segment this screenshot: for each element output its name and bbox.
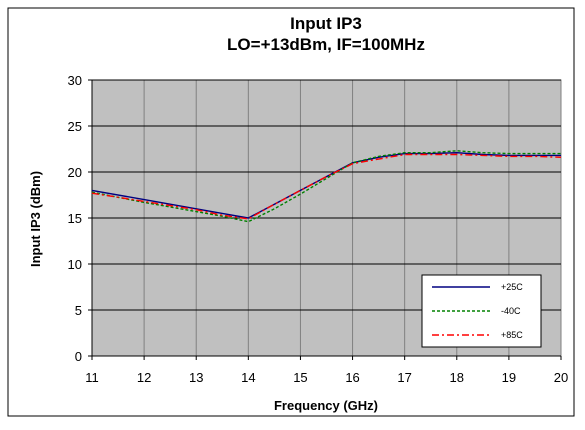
x-tick-label: 20 (554, 370, 568, 385)
x-tick-label: 15 (293, 370, 307, 385)
y-tick-label: 0 (75, 349, 82, 364)
x-tick-label: 19 (502, 370, 516, 385)
x-tick-label: 17 (397, 370, 411, 385)
x-axis-ticks: 11 12 13 14 15 16 17 18 19 20 (85, 356, 568, 385)
x-tick-label: 13 (189, 370, 203, 385)
legend-label: -40C (501, 306, 521, 316)
x-tick-label: 11 (85, 370, 99, 385)
x-tick-label: 18 (450, 370, 464, 385)
series-line (91, 151, 561, 219)
y-tick-label: 20 (68, 165, 82, 180)
series-lines (91, 150, 562, 223)
x-tick-label: 12 (137, 370, 151, 385)
y-axis-ticks: 0 5 10 15 20 25 30 (68, 73, 92, 364)
y-tick-label: 5 (75, 303, 82, 318)
y-tick-label: 30 (68, 73, 82, 88)
legend-label: +25C (501, 282, 523, 292)
y-tick-label: 15 (68, 211, 82, 226)
series-line (91, 153, 562, 220)
x-tick-label: 16 (345, 370, 359, 385)
y-axis-title: Input IP3 (dBm) (28, 171, 43, 267)
y-tick-label: 10 (68, 257, 82, 272)
legend: +25C -40C +85C (421, 274, 542, 348)
chart-title: Input IP3 (290, 14, 362, 33)
x-axis-title: Frequency (GHz) (274, 398, 378, 413)
chart-subtitle: LO=+13dBm, IF=100MHz (227, 35, 425, 54)
y-tick-label: 25 (68, 119, 82, 134)
x-tick-label: 14 (241, 370, 255, 385)
legend-label: +85C (501, 330, 523, 340)
